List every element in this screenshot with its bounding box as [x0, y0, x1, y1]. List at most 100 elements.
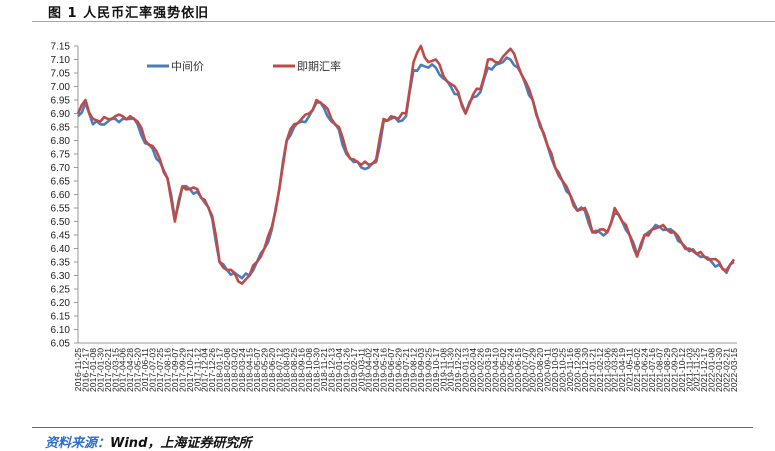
y-tick-label: 6.10 [51, 325, 71, 336]
x-tick-label: 2020-06-15 [513, 348, 523, 392]
x-tick-label: 2020-07-07 [520, 348, 530, 392]
x-tick-label: 2018-10-08 [304, 348, 314, 392]
x-tick-label: 2019-08-12 [408, 348, 418, 392]
x-tick-label: 2021-12-17 [699, 348, 709, 392]
x-tick-label: 2021-06-24 [640, 348, 650, 392]
x-tick-label: 2018-03-24 [237, 348, 247, 392]
y-tick-label: 7.15 [51, 42, 71, 53]
x-tick-label: 2018-03-02 [230, 348, 240, 392]
x-tick-label: 2020-12-30 [580, 348, 590, 392]
x-tick-label: 2022-01-30 [714, 348, 724, 392]
x-tick-label: 2020-08-20 [535, 348, 545, 392]
x-tick-label: 2019-01-26 [341, 348, 351, 392]
series-lines [76, 44, 736, 285]
x-tick-label: 2020-12-08 [572, 348, 582, 392]
x-tick-label: 2017-11-12 [192, 348, 202, 392]
footer-divider [32, 427, 753, 428]
x-tick-label: 2021-05-11 [625, 348, 635, 392]
y-axis: 7.15 7.10 7.05 7.00 6.95 6.90 6.85 6.80 6.75 6.70… [51, 42, 79, 350]
source-label: 资料来源： [45, 436, 111, 451]
x-tick-label: 2019-03-11 [356, 348, 366, 392]
x-tick-label: 2020-07-29 [528, 348, 538, 392]
x-tick-label: 2022-01-08 [707, 348, 717, 392]
x-tick-label: 2017-03-15 [110, 348, 120, 392]
x-tick-label: 2020-03-19 [483, 348, 493, 392]
x-axis: 2016-11-252016-12-172017-01-082017-01-30… [73, 342, 739, 392]
x-tick-label: 2016-11-25 [73, 348, 83, 392]
y-tick-label: 6.05 [51, 339, 71, 350]
y-tick-label: 6.20 [51, 298, 71, 309]
y-tick-label: 6.45 [51, 231, 71, 242]
x-tick-label: 2022-03-15 [729, 348, 739, 392]
x-tick-label: 2021-01-21 [587, 348, 597, 392]
legend: 中间价 即期汇率 [147, 59, 341, 73]
y-tick-label: 6.85 [51, 123, 71, 134]
y-tick-label: 6.75 [51, 150, 71, 161]
x-tick-label: 2021-11-25 [692, 348, 702, 392]
x-tick-label: 2017-04-06 [118, 348, 128, 392]
x-tick-label: 2021-03-06 [602, 348, 612, 392]
title-divider [32, 21, 775, 22]
x-tick-label: 2020-02-26 [476, 348, 486, 392]
y-tick-label: 6.25 [51, 285, 71, 296]
x-tick-label: 2018-09-16 [297, 348, 307, 392]
x-tick-label: 2019-02-17 [349, 348, 359, 392]
x-tick-label: 2019-11-08 [438, 348, 448, 392]
x-tick-label: 2019-04-02 [364, 348, 374, 392]
x-tick-label: 2019-01-04 [334, 348, 344, 392]
x-tick-label: 2021-02-12 [595, 348, 605, 392]
x-tick-label: 2020-05-02 [498, 348, 508, 392]
x-tick-label: 2017-01-30 [95, 348, 105, 392]
x-tick-label: 2017-06-11 [140, 348, 150, 392]
x-tick-label: 2018-08-03 [282, 348, 292, 392]
x-tick-label: 2021-11-03 [684, 348, 694, 392]
x-tick-label: 2016-12-17 [80, 348, 90, 392]
x-tick-label: 2017-05-20 [133, 348, 143, 392]
y-tick-label: 6.65 [51, 177, 71, 188]
x-tick-label: 2017-07-03 [148, 348, 158, 392]
x-tick-label: 2017-12-04 [200, 348, 210, 392]
y-tick-label: 7.05 [51, 69, 71, 80]
x-tick-label: 2020-11-16 [565, 348, 575, 392]
x-tick-label: 2018-11-21 [319, 348, 329, 392]
y-tick-label: 6.15 [51, 312, 71, 323]
x-tick-label: 2020-09-11 [543, 348, 553, 392]
x-tick-label: 2017-09-29 [177, 348, 187, 392]
y-tick-label: 6.50 [51, 217, 71, 228]
x-tick-label: 2018-02-08 [222, 348, 232, 392]
x-tick-label: 2020-02-04 [468, 348, 478, 392]
y-tick-label: 6.40 [51, 244, 71, 255]
legend-label: 中间价 [171, 60, 204, 73]
x-tick-label: 2018-10-30 [312, 348, 322, 392]
x-tick-label: 2017-10-21 [185, 348, 195, 392]
x-tick-label: 2018-04-15 [244, 348, 254, 392]
x-tick-label: 2017-09-07 [170, 348, 180, 392]
x-tick-label: 2018-05-29 [259, 348, 269, 392]
series-line-spot-rate [76, 44, 736, 285]
x-tick-label: 2018-12-13 [326, 348, 336, 392]
x-tick-label: 2019-09-25 [423, 348, 433, 392]
x-tick-label: 2021-08-29 [662, 348, 672, 392]
y-tick-label: 6.35 [51, 258, 71, 269]
y-tick-label: 6.30 [51, 271, 71, 282]
x-tick-label: 2019-11-30 [446, 348, 456, 392]
x-tick-label: 2019-10-17 [431, 348, 441, 392]
x-tick-label: 2019-07-21 [401, 348, 411, 392]
series-line-central-parity [77, 56, 735, 280]
x-tick-label: 2020-04-10 [490, 348, 500, 392]
x-tick-label: 2018-01-17 [215, 348, 225, 392]
source-note: 资料来源：Wind，上海证券研究所 [45, 432, 251, 451]
x-tick-label: 2017-02-21 [103, 348, 113, 392]
legend-label: 即期汇率 [297, 59, 341, 73]
source-text: Wind，上海证券研究所 [110, 436, 252, 451]
x-tick-label: 2019-12-22 [453, 348, 463, 392]
x-tick-label: 2019-06-07 [386, 348, 396, 392]
x-tick-label: 2021-09-20 [669, 348, 679, 392]
y-tick-label: 6.80 [51, 136, 71, 147]
x-tick-label: 2017-07-25 [155, 348, 165, 392]
y-tick-label: 6.70 [51, 163, 71, 174]
x-tick-label: 2020-01-13 [461, 348, 471, 392]
y-tick-label: 6.55 [51, 204, 71, 215]
x-tick-label: 2018-07-12 [274, 348, 284, 392]
x-tick-label: 2018-05-07 [252, 348, 262, 392]
